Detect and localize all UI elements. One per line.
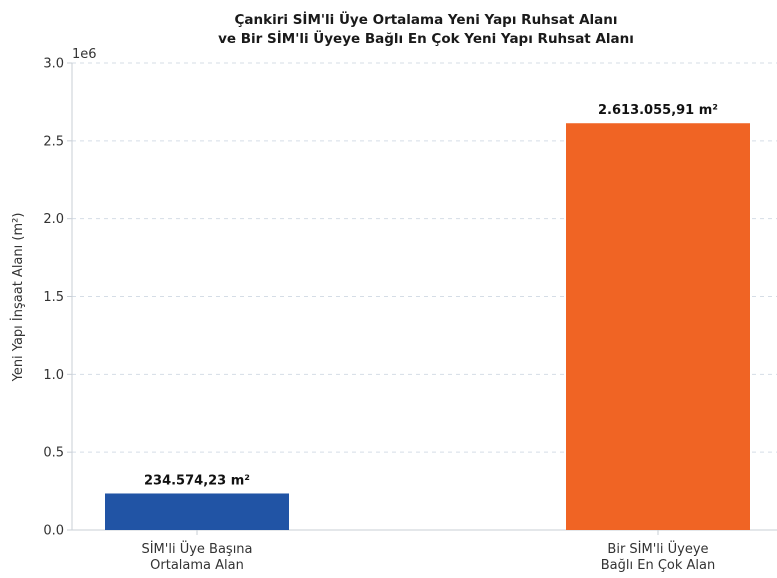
y-axis-label: Yeni Yapı İnşaat Alanı (m²) bbox=[10, 213, 26, 383]
bar-value-label: 234.574,23 m² bbox=[144, 473, 250, 488]
y-axis-offset-label: 1e6 bbox=[72, 47, 97, 62]
x-tick-label: Ortalama Alan bbox=[150, 558, 244, 573]
y-tick-label: 2.0 bbox=[43, 212, 64, 227]
y-tick-label: 3.0 bbox=[43, 57, 64, 72]
chart-title: Çankiri SİM'li Üye Ortalama Yeni Yapı Ru… bbox=[218, 10, 634, 47]
bar bbox=[105, 493, 289, 530]
bar bbox=[566, 123, 750, 530]
y-tick-label: 2.5 bbox=[43, 134, 64, 149]
x-tick-label: SİM'li Üye Başına bbox=[141, 540, 252, 557]
bars bbox=[105, 123, 750, 530]
bar-value-label: 2.613.055,91 m² bbox=[598, 103, 718, 118]
y-tick-label: 0.5 bbox=[43, 446, 64, 461]
y-tick-label: 1.5 bbox=[43, 290, 64, 305]
y-tick-label: 0.0 bbox=[43, 524, 64, 539]
x-tick-label: Bir SİM'li Üyeye bbox=[607, 540, 708, 557]
y-tick-label: 1.0 bbox=[43, 368, 64, 383]
chart-title-line-1: Çankiri SİM'li Üye Ortalama Yeni Yapı Ru… bbox=[234, 10, 617, 28]
x-tick-label: Bağlı En Çok Alan bbox=[601, 558, 715, 573]
chart-title-line-2: ve Bir SİM'li Üyeye Bağlı En Çok Yeni Ya… bbox=[218, 29, 634, 47]
